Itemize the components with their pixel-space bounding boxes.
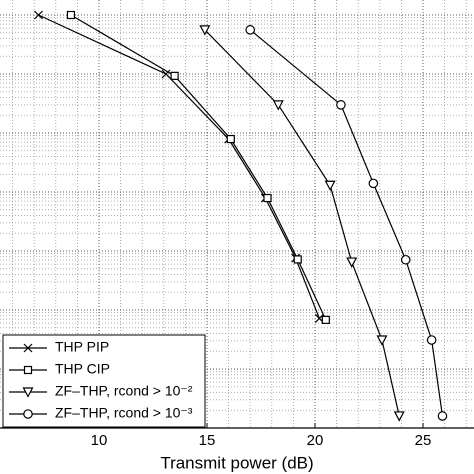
legend-label: ZF–THP, rcond > 10⁻² xyxy=(55,383,193,399)
marker xyxy=(426,335,437,345)
legend-label: ZF–THP, rcond > 10⁻³ xyxy=(55,405,193,421)
x-tick-label: 20 xyxy=(307,432,324,449)
marker xyxy=(199,25,211,36)
marker xyxy=(272,100,284,111)
legend-box xyxy=(2,334,206,428)
marker xyxy=(346,257,358,268)
marker xyxy=(263,193,272,203)
series-line xyxy=(204,29,400,417)
marker xyxy=(66,10,76,20)
legend-label: THP CIP xyxy=(55,361,110,377)
x-axis-label: Transmit power (dB) xyxy=(160,453,313,472)
plot-area xyxy=(34,10,448,422)
marker xyxy=(324,180,336,192)
series-line xyxy=(70,14,327,321)
marker xyxy=(336,100,346,110)
series-line xyxy=(38,14,320,319)
axes: 1e-70.0000010.000010.00010.0010.010.1151… xyxy=(0,423,474,449)
legend: THP PIP THP CIP ZF–THP, rcond > 10⁻² ZF–THP… xyxy=(2,334,206,428)
marker xyxy=(437,411,448,421)
marker xyxy=(393,411,405,422)
marker xyxy=(368,178,379,189)
marker xyxy=(293,255,302,264)
marker xyxy=(34,10,43,20)
marker xyxy=(321,315,330,324)
marker xyxy=(170,71,179,80)
marker xyxy=(226,134,235,144)
marker xyxy=(23,343,33,353)
x-tick-label: 10 xyxy=(91,432,108,449)
marker xyxy=(22,387,34,398)
marker xyxy=(23,365,33,375)
marker xyxy=(23,409,33,419)
marker xyxy=(400,254,411,265)
x-tick-label: 25 xyxy=(415,432,432,449)
legend-label: THP PIP xyxy=(55,339,109,355)
series-line xyxy=(249,29,444,417)
x-tick-label: 15 xyxy=(199,432,216,449)
marker xyxy=(376,335,388,346)
marker xyxy=(245,25,256,35)
marker xyxy=(161,69,171,79)
